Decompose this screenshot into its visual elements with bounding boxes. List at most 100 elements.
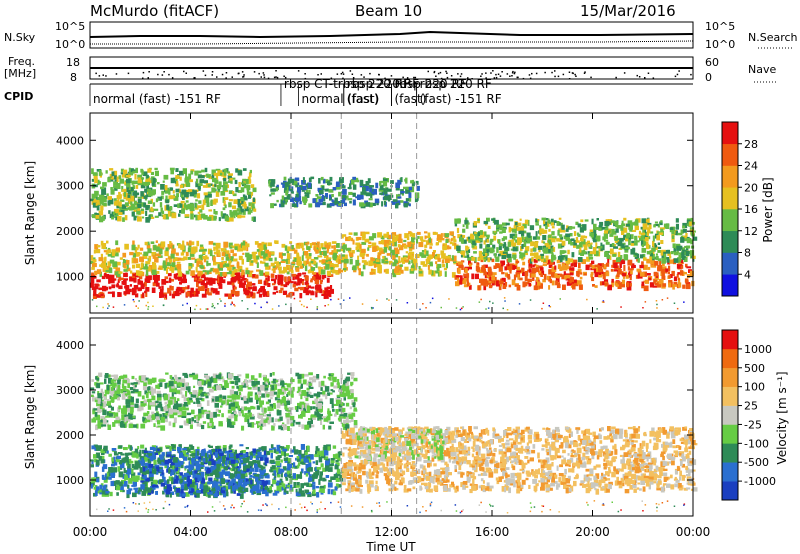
- heatmap-cell: [333, 250, 338, 254]
- heatmap-cell: [241, 182, 245, 185]
- heatmap-cell: [517, 274, 520, 280]
- heatmap-cell: [483, 240, 486, 245]
- heatmap-cell: [239, 493, 244, 499]
- heatmap-cell: [306, 192, 310, 198]
- heatmap-cell: [135, 293, 139, 298]
- nave-dot: [568, 71, 571, 73]
- heatmap-cell: [214, 468, 219, 475]
- heatmap-cell: [189, 293, 195, 297]
- heatmap-cell: [629, 275, 632, 281]
- heatmap-cell: [422, 264, 428, 267]
- heatmap-cell: [117, 466, 121, 472]
- heatmap-cell: [151, 490, 154, 494]
- heatmap-cell: [323, 384, 327, 388]
- heatmap-cell: [270, 192, 275, 195]
- heatmap-cell: [214, 184, 217, 187]
- heatmap-cell: [144, 462, 150, 469]
- heatmap-cell: [241, 282, 246, 288]
- heatmap-cell: [139, 455, 143, 460]
- heatmap-cell: [246, 293, 251, 299]
- heatmap-cell: [690, 250, 695, 256]
- heatmap-cell: [356, 179, 360, 183]
- heatmap-cell: [488, 284, 493, 289]
- heatmap-cell: [504, 266, 507, 271]
- heatmap-cell: [646, 258, 651, 264]
- heatmap-cell: [403, 239, 407, 243]
- heatmap-cell: [138, 451, 142, 457]
- heatmap-cell: [228, 293, 232, 300]
- heatmap-cell: [178, 243, 181, 249]
- heatmap-cell: [251, 252, 256, 257]
- heatmap-cell: [206, 260, 209, 267]
- heatmap-cell: [241, 208, 244, 213]
- heatmap-cell: [565, 274, 571, 279]
- heatmap-cell: [143, 195, 148, 199]
- heatmap-cell: [187, 469, 192, 475]
- heatmap-cell: [686, 282, 691, 285]
- nave-dot: [437, 72, 440, 75]
- heatmap-cell: [256, 249, 260, 252]
- heatmap-cell: [182, 240, 185, 246]
- heatmap-cell: [361, 248, 366, 253]
- heatmap-cell: [240, 478, 244, 484]
- heatmap-cell: [240, 470, 246, 475]
- heatmap-cell: [378, 188, 384, 192]
- heatmap-cell: [630, 248, 636, 255]
- heatmap-cell: [323, 456, 329, 460]
- colorbar-tick-label: 20: [744, 181, 758, 194]
- heatmap-cell: [201, 273, 205, 279]
- heatmap-cell: [156, 282, 160, 287]
- heatmap-cell: [369, 202, 373, 208]
- heatmap-cell: [128, 444, 131, 449]
- heatmap-cell: [408, 203, 411, 207]
- heatmap-cell: [432, 252, 436, 258]
- heatmap-cell: [434, 256, 439, 260]
- heatmap-cell: [207, 308, 209, 310]
- nave-dot: [471, 78, 473, 80]
- heatmap-cell: [109, 491, 113, 497]
- heatmap-cell: [126, 260, 130, 265]
- heatmap-cell: [289, 473, 292, 478]
- heatmap-cell: [560, 255, 566, 258]
- heatmap-cell: [326, 270, 332, 276]
- heatmap-cell: [236, 467, 239, 474]
- heatmap-cell: [464, 255, 467, 258]
- heatmap-cell: [280, 287, 284, 291]
- heatmap-cell: [368, 198, 373, 201]
- heatmap-cell: [471, 256, 476, 261]
- heatmap-cell: [479, 243, 483, 249]
- heatmap-cell: [222, 457, 225, 464]
- heatmap-cell: [621, 242, 626, 245]
- heatmap-cell: [284, 460, 288, 463]
- nave-dot: [283, 75, 285, 77]
- heatmap-cell: [137, 307, 139, 309]
- heatmap-cell: [164, 294, 168, 300]
- nave-dot: [499, 75, 502, 77]
- heatmap-cell: [230, 245, 235, 249]
- heatmap-cell: [492, 249, 495, 253]
- heatmap-cell: [258, 293, 263, 298]
- heatmap-cell: [198, 260, 203, 264]
- nave-dot: [584, 71, 586, 73]
- heatmap-cell: [235, 459, 239, 463]
- heatmap-cell: [363, 191, 367, 195]
- heatmap-cell: [495, 263, 500, 269]
- heatmap-cell: [187, 457, 192, 461]
- heatmap-cell: [242, 252, 245, 255]
- heatmap-cell: [236, 208, 241, 212]
- heatmap-cell: [94, 490, 98, 496]
- heatmap-cell: [237, 214, 242, 219]
- heatmap-cell: [179, 480, 182, 484]
- heatmap-cell: [243, 465, 247, 472]
- heatmap-cell: [498, 280, 504, 285]
- heatmap-cell: [573, 239, 577, 246]
- heatmap-cell: [137, 196, 142, 199]
- heatmap-cell: [312, 461, 316, 464]
- heatmap-cell: [532, 264, 535, 268]
- heatmap-cell: [134, 215, 139, 218]
- heatmap-cell: [371, 242, 377, 247]
- heatmap-cell: [249, 474, 253, 478]
- heatmap-cell: [302, 196, 307, 202]
- heatmap-cell: [618, 247, 622, 250]
- heatmap-cell: [386, 253, 391, 256]
